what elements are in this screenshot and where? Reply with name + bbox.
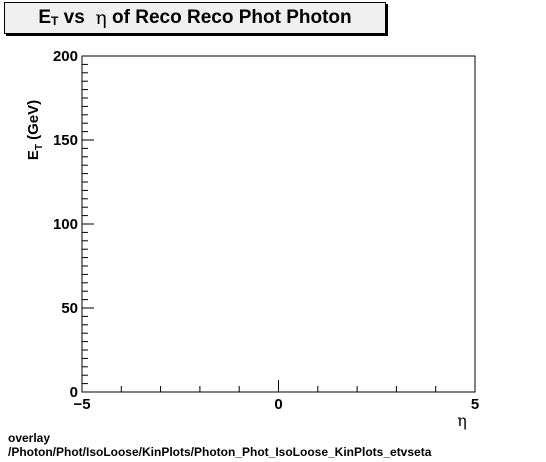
x-tick-label: 5 xyxy=(471,396,479,413)
y-tick-label: 100 xyxy=(53,216,78,233)
y-tick-label: 50 xyxy=(61,300,78,317)
x-axis: −5 0 5 xyxy=(73,380,479,413)
x-tick-label: 0 xyxy=(274,396,282,413)
plot-frame xyxy=(81,55,476,393)
y-axis: 0 50 100 150 200 xyxy=(53,48,94,401)
x-axis-label: η xyxy=(457,411,467,430)
svg-text:ET (GeV): ET (GeV) xyxy=(25,100,45,160)
footer-path-label: /Photon/Phot/IsoLoose/KinPlots/Photon_Ph… xyxy=(8,445,432,459)
y-tick-label: 150 xyxy=(53,132,78,149)
footer-overlay-label: overlay xyxy=(8,431,51,445)
x-tick-label: −5 xyxy=(73,396,90,413)
y-tick-label: 0 xyxy=(70,384,78,401)
y-tick-label: 200 xyxy=(53,48,78,65)
y-axis-label: ET (GeV) xyxy=(25,100,45,160)
